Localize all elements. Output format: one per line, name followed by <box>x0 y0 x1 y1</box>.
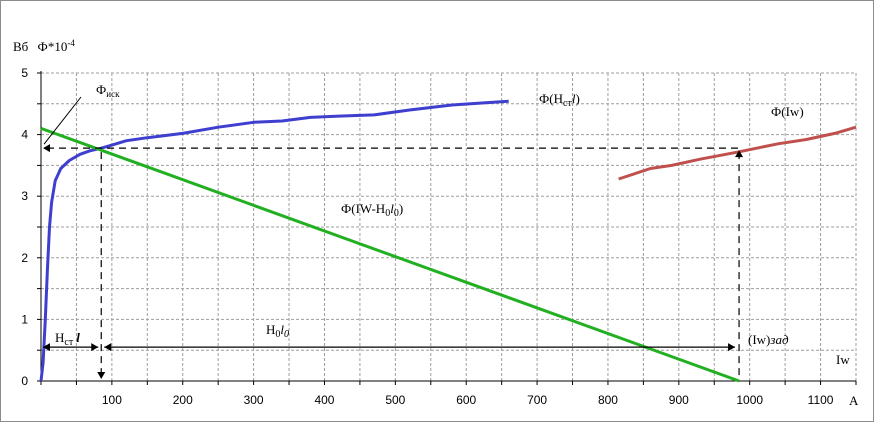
x-tick-label: 900 <box>669 393 689 407</box>
series2-label-sub: 0 <box>385 208 390 219</box>
arrow-iwzad-up-head <box>735 150 744 158</box>
h0l0-l: l <box>280 322 284 337</box>
y-tick-label: 0 <box>21 374 28 388</box>
series1-label: Ф(Нстl) <box>539 91 580 109</box>
y-tick-label: 1 <box>21 312 28 326</box>
x-tick-label: 300 <box>244 393 264 407</box>
iw-axis-label: Iw <box>836 352 850 367</box>
y-tick-label: 3 <box>21 189 28 203</box>
h0l0-label: Н0l0 <box>266 322 289 340</box>
x-tick-label: 700 <box>527 393 547 407</box>
x-unit-label: А <box>849 393 859 408</box>
phi-isk-main: Ф <box>96 82 106 97</box>
x-tick-label: 1100 <box>808 393 834 407</box>
y-tick-label: 2 <box>21 251 28 265</box>
x-tick-label: 500 <box>385 393 405 407</box>
chart-series <box>39 99 857 383</box>
h0l0-sub2: 0 <box>284 329 289 340</box>
x-tick-label: 1000 <box>736 393 763 407</box>
series3-label: Ф(Iw) <box>771 104 804 119</box>
x-tick-label: 800 <box>598 393 618 407</box>
y-unit-text: Вб <box>13 39 29 54</box>
series2-label-sub2: 0 <box>394 208 399 219</box>
h0l0-h: Н <box>266 322 275 337</box>
x-tick-label: 400 <box>314 393 334 407</box>
phi-isk-pointer <box>43 96 82 145</box>
ncl-main: Н <box>55 330 64 345</box>
arrow-flux-head <box>43 144 50 153</box>
series2-label: Ф(IW-Н0l0) <box>341 201 403 219</box>
chart-ticks: 0 1 2 3 4 5 100 200 300 400 500 600 700 800 900 1000 110… <box>21 66 833 407</box>
x-tick-label: 200 <box>173 393 193 407</box>
series1-label-l: l <box>572 91 576 106</box>
series1-label-prefix: Ф(Н <box>539 91 563 106</box>
y-axis-title: Вб Ф*10-4 <box>13 38 75 54</box>
space <box>28 39 31 54</box>
iw-zad-label: (Iw)зад <box>748 332 789 347</box>
arrow-h0l0-right-head <box>728 343 736 352</box>
y-tick-label: 4 <box>21 128 28 142</box>
y-scale-exponent: -4 <box>67 38 75 48</box>
y-scale-text: Ф*10 <box>38 39 68 54</box>
iw-zad-prefix: (Iw) <box>748 332 770 347</box>
h0l0-sub: 0 <box>275 329 280 340</box>
arrow-h0l0-left-head <box>104 343 112 352</box>
arrow-ncl-right-head <box>91 343 99 352</box>
series1-label-close: ) <box>575 91 579 106</box>
phi-isk-sub: иск <box>106 89 120 99</box>
chart-guides <box>43 96 744 379</box>
y-tick-label: 5 <box>21 66 28 80</box>
arrow-ncl-left-head <box>43 343 50 352</box>
ncl-sub: ст <box>64 337 73 348</box>
chart-axes <box>37 71 857 385</box>
ncl-label: Нст l <box>55 330 80 348</box>
x-tick-label: 100 <box>102 393 122 407</box>
phi-isk-label: Фиск <box>96 82 120 99</box>
series1-label-sub: ст <box>563 98 572 109</box>
series2-label-l: l <box>390 201 394 216</box>
ncl-italic: l <box>76 330 80 345</box>
iw-zad-suffix: зад <box>769 332 789 347</box>
series-line <box>39 99 509 382</box>
arrow-intersection-down-head <box>97 372 106 379</box>
series2-label-prefix: Ф(IW-Н <box>341 201 385 216</box>
series2-label-close: ) <box>399 201 403 216</box>
chart-grid <box>40 72 857 382</box>
series-line <box>40 126 740 383</box>
x-tick-label: 600 <box>456 393 476 407</box>
